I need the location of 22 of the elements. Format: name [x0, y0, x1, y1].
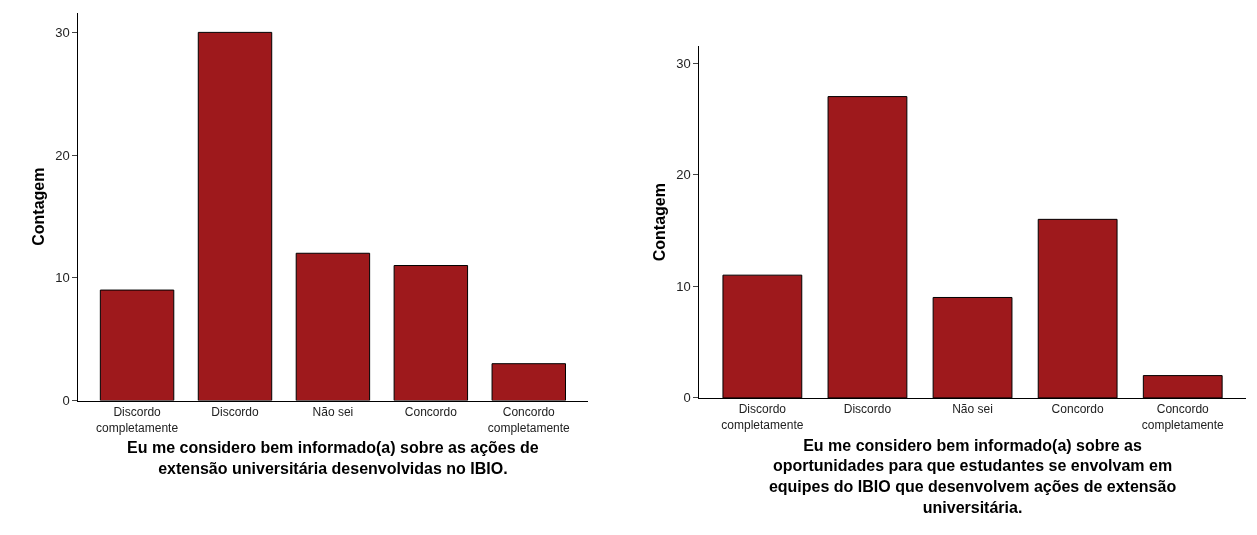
x-tick-label: Não sei — [312, 404, 354, 419]
x-tick-label: Discordo completamente — [96, 404, 179, 435]
y-axis-title: Contagem — [30, 167, 48, 246]
x-tick-label: Concordo completamente — [487, 404, 571, 435]
y-tick-label: 30 — [676, 55, 691, 71]
y-tick-label: 20 — [676, 167, 691, 183]
x-axis-title: Eu me considero bem informado(a) sobre as ações de extensão universitária desenvolvidas no IBIO. — [127, 439, 539, 477]
y-tick-label: 10 — [676, 278, 691, 294]
x-tick-label: Não sei — [952, 402, 993, 417]
y-tick-label: 10 — [55, 270, 70, 286]
x-tick-label: Concordo — [404, 404, 458, 419]
x-tick-label: Concordo — [1051, 402, 1104, 417]
y-axis-title: Contagem — [651, 183, 669, 262]
y-tick-label: 0 — [683, 390, 691, 406]
x-tick-label: Discordo — [211, 404, 259, 419]
x-tick-label: Discordo completamente — [721, 402, 804, 432]
x-axis-title: Eu me considero bem informado(a) sobre as oportunidades para que estudantes se envolvam em equipes do IBIO que desenvolvem ações de extensão universitária. — [768, 436, 1177, 517]
y-tick-label: 30 — [55, 24, 70, 40]
x-tick-label: Discordo — [843, 402, 892, 417]
y-tick-label: 20 — [55, 147, 70, 163]
y-tick-label: 0 — [62, 393, 70, 409]
x-tick-label: Concordo completamente — [1141, 402, 1225, 432]
